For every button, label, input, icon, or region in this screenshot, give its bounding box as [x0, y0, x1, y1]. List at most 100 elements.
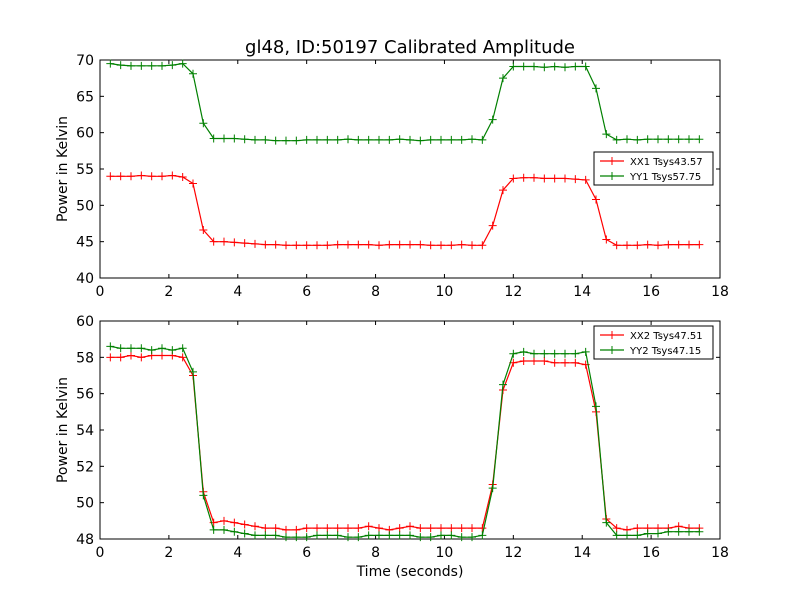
data-point — [147, 61, 156, 70]
data-point — [633, 524, 642, 533]
data-point — [116, 61, 125, 70]
data-point — [561, 349, 569, 358]
data-point — [230, 518, 239, 527]
data-point — [178, 344, 187, 353]
y-tick-label: 70 — [76, 53, 94, 69]
data-point — [364, 522, 373, 531]
data-point — [457, 135, 466, 144]
x-tick-label: 16 — [642, 284, 660, 300]
data-point — [437, 531, 445, 540]
data-point — [292, 525, 301, 534]
data-point — [137, 61, 146, 70]
data-point — [344, 240, 352, 249]
x-tick-label: 10 — [436, 284, 454, 300]
y-tick-label: 60 — [76, 126, 94, 142]
data-point — [406, 522, 414, 531]
data-point — [292, 533, 301, 542]
data-point — [571, 358, 580, 367]
data-point — [375, 524, 383, 533]
x-tick-label: 12 — [504, 545, 522, 561]
data-point — [261, 135, 270, 144]
data-point — [168, 346, 177, 355]
data-point — [323, 524, 332, 533]
data-point — [271, 531, 280, 540]
data-point — [199, 226, 208, 235]
data-point — [488, 484, 497, 493]
series-line — [110, 62, 700, 142]
series-line — [110, 174, 700, 246]
series-1 — [106, 171, 704, 250]
data-point — [499, 380, 507, 389]
data-point — [147, 346, 156, 355]
data-point — [437, 135, 445, 144]
data-point — [488, 115, 497, 124]
x-tick-label: 4 — [233, 545, 242, 561]
data-point — [261, 524, 270, 533]
y-tick-label: 52 — [76, 459, 94, 475]
data-point — [633, 531, 642, 540]
series-2 — [106, 342, 704, 542]
data-point — [271, 240, 280, 249]
data-point — [457, 240, 466, 249]
data-point — [478, 241, 487, 250]
data-point — [230, 238, 239, 247]
data-point — [499, 74, 507, 83]
data-point — [602, 235, 611, 244]
data-point — [189, 367, 197, 376]
data-point — [468, 524, 476, 533]
data-point — [282, 533, 290, 542]
legend-label: XX2 Tsys47.51 — [630, 331, 703, 342]
data-point — [261, 531, 270, 540]
x-tick-label: 8 — [371, 545, 380, 561]
y-tick-label: 50 — [76, 198, 94, 214]
y-tick-label: 50 — [76, 496, 94, 512]
x-tick-label: 18 — [711, 284, 729, 300]
data-point — [158, 351, 166, 360]
data-point — [106, 342, 115, 351]
data-point — [127, 172, 135, 181]
data-point — [478, 531, 487, 540]
data-point — [261, 240, 270, 249]
data-point — [158, 61, 166, 70]
data-point — [519, 347, 528, 356]
data-point — [426, 241, 435, 250]
data-point — [385, 240, 394, 249]
y-axis-label: Power in Kelvin — [55, 377, 71, 483]
data-point — [674, 527, 683, 536]
data-point — [685, 240, 693, 249]
data-point — [292, 241, 301, 250]
data-point — [375, 531, 383, 540]
x-tick-label: 0 — [96, 545, 105, 561]
x-tick-label: 10 — [436, 545, 454, 561]
data-point — [519, 173, 528, 182]
data-point — [344, 135, 352, 144]
chart-panel-2: 0 2 4 6 8 10 12 14 16 18 48 50 52 54 56 58 60 Power in Ke… — [55, 314, 729, 580]
data-point — [623, 531, 631, 540]
x-tick-label: 8 — [371, 284, 380, 300]
data-point — [550, 358, 559, 367]
data-point — [313, 241, 321, 250]
y-tick-label: 60 — [76, 314, 94, 330]
data-point — [571, 175, 580, 184]
data-point — [581, 62, 590, 71]
legend-marker — [608, 331, 616, 339]
data-point — [695, 240, 704, 249]
data-point — [251, 135, 259, 144]
data-point — [158, 344, 166, 353]
data-point — [127, 61, 135, 70]
data-point — [457, 524, 466, 533]
data-point — [581, 175, 590, 184]
data-point — [581, 347, 590, 356]
data-point — [147, 172, 156, 181]
data-point — [509, 174, 518, 183]
data-point — [416, 533, 425, 542]
x-tick-label: 14 — [573, 545, 591, 561]
x-tick-label: 6 — [302, 284, 311, 300]
data-point — [612, 524, 621, 533]
data-point — [240, 529, 249, 538]
data-point — [406, 531, 414, 540]
data-point — [127, 351, 135, 360]
data-point — [695, 527, 704, 536]
